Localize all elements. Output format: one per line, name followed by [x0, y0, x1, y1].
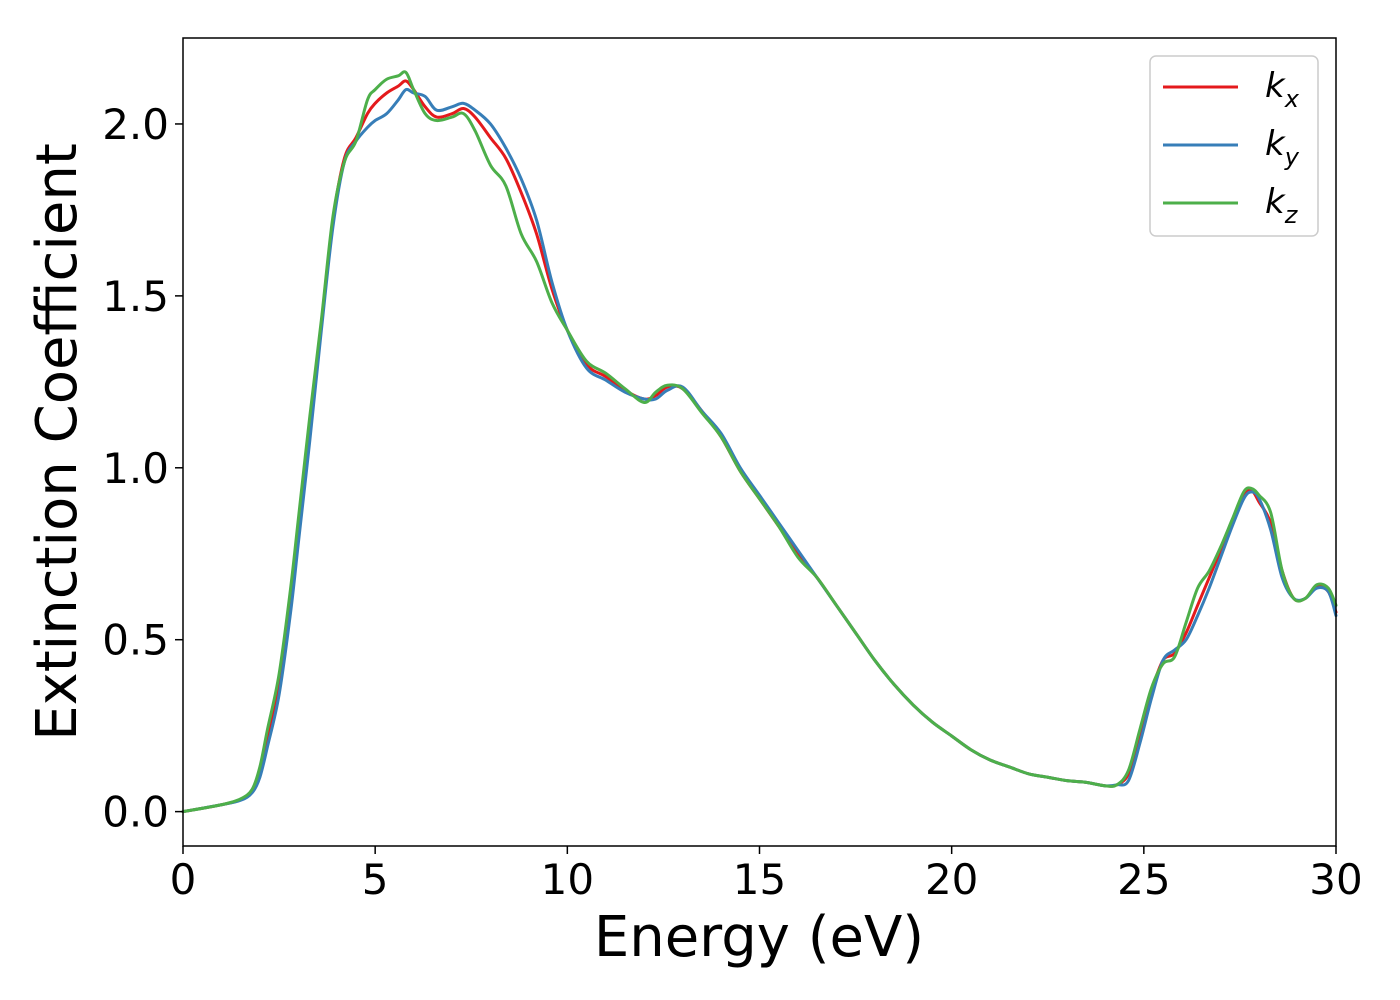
y-tick-label: 0.0	[102, 788, 169, 837]
x-tick-label: 10	[541, 855, 594, 904]
x-axis-label: Energy (eV)	[594, 905, 924, 970]
x-tick-label: 5	[362, 855, 389, 904]
x-tick-label: 0	[170, 855, 197, 904]
legend: kx ky kz	[1149, 55, 1319, 237]
y-axis: 0.0 0.5 1.0 1.5 2.0	[102, 100, 183, 837]
legend-label-kx: kx	[1265, 66, 1300, 113]
x-axis: 0 5 10 15 20 25 30	[170, 846, 1363, 904]
x-tick-label: 25	[1117, 855, 1170, 904]
y-axis-label: Extinction Coefficient	[25, 143, 90, 741]
x-tick-label: 15	[733, 855, 786, 904]
series-lines	[181, 70, 1338, 814]
y-tick-label: 0.5	[102, 616, 169, 665]
x-tick-label: 30	[1309, 855, 1362, 904]
y-tick-label: 1.0	[102, 444, 169, 493]
y-tick-label: 1.5	[102, 272, 169, 321]
legend-label-ky: ky	[1265, 124, 1300, 171]
legend-label-kz: kz	[1265, 182, 1299, 229]
series-line-kz	[181, 70, 1338, 814]
y-tick-label: 2.0	[102, 100, 169, 149]
x-tick-label: 20	[925, 855, 978, 904]
